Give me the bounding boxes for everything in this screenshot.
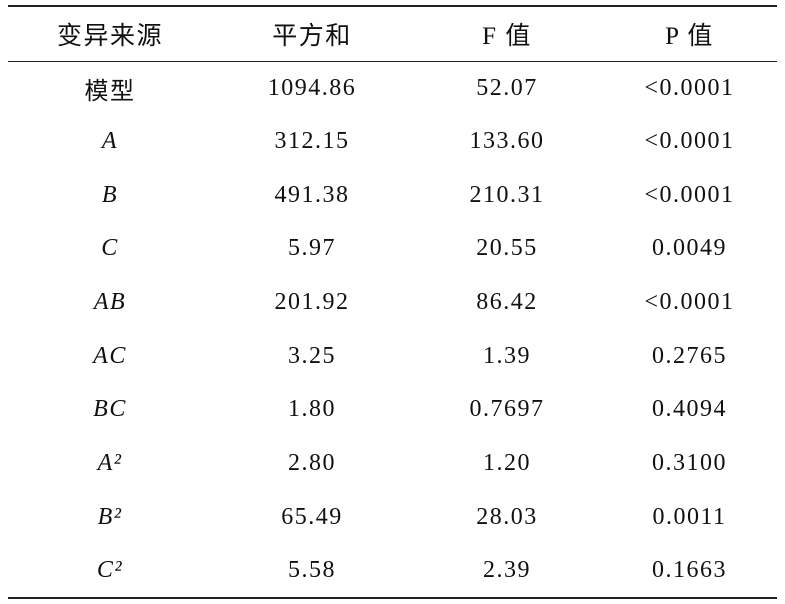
header-cell: 变异来源 [56,22,163,50]
cell: 0.1663 [652,557,727,584]
cell: 5.97 [288,235,336,262]
cell: 0.3100 [652,450,727,477]
cell: <0.0001 [644,289,735,316]
header-cell: 平方和 [272,22,352,50]
anova-table: 变异来源 平方和 F 值 P 值 模型 1094.86 52.07 <0.0001 A 312.… [8,5,777,599]
cell: 0.0049 [652,235,727,262]
cell: <0.0001 [644,128,735,155]
row-label: 模型 [84,78,136,105]
cell: 312.15 [274,128,350,155]
cell: 65.49 [281,503,343,530]
cell: 133.60 [469,128,545,155]
table-row: AB 201.92 86.42 <0.0001 [8,276,777,330]
cell: 5.58 [288,557,336,584]
row-label: B² [97,503,123,530]
cell: 0.2765 [652,342,727,369]
cell: <0.0001 [644,181,735,208]
table-row: B² 65.49 28.03 0.0011 [8,491,777,545]
table-row: C 5.97 20.55 0.0049 [8,222,777,276]
cell: 1.20 [483,450,531,477]
cell: 491.38 [274,181,350,208]
table-row: A 312.15 133.60 <0.0001 [8,115,777,169]
cell: 86.42 [476,289,538,316]
table-row: A² 2.80 1.20 0.3100 [8,437,777,491]
row-label: BC [93,396,127,423]
cell: 0.4094 [652,396,727,423]
row-label: B [101,181,119,208]
row-label: A² [97,450,123,477]
cell: 1.39 [483,342,531,369]
row-label: A [101,128,119,155]
cell: 201.92 [274,289,350,316]
cell: 0.0011 [652,503,727,530]
table-row: B 491.38 210.31 <0.0001 [8,168,777,222]
row-label: C² [96,557,124,584]
table-row: BC 1.80 0.7697 0.4094 [8,383,777,437]
row-label: AB [93,289,127,316]
cell: 2.80 [288,450,336,477]
cell: 1094.86 [267,74,357,101]
table-row: 模型 1094.86 52.07 <0.0001 [8,61,777,115]
cell: 3.25 [288,342,336,369]
table-row: AC 3.25 1.39 0.2765 [8,329,777,383]
row-label: AC [93,342,127,369]
cell: 210.31 [469,181,545,208]
table-row: C² 5.58 2.39 0.1663 [8,544,777,598]
table-body: 模型 1094.86 52.07 <0.0001 A 312.15 133.60 <0.000… [8,61,777,598]
cell: 2.39 [483,557,531,584]
cell: 52.07 [476,74,538,101]
header-cell: F 值 [482,22,532,50]
table-header: 变异来源 平方和 F 值 P 值 [8,6,777,61]
row-label: C [101,235,119,262]
header-cell: P 值 [665,22,714,50]
cell: 1.80 [288,396,336,423]
cell: <0.0001 [644,74,735,101]
header-row: 变异来源 平方和 F 值 P 值 [8,6,777,61]
cell: 28.03 [476,503,538,530]
cell: 20.55 [476,235,538,262]
cell: 0.7697 [469,396,545,423]
